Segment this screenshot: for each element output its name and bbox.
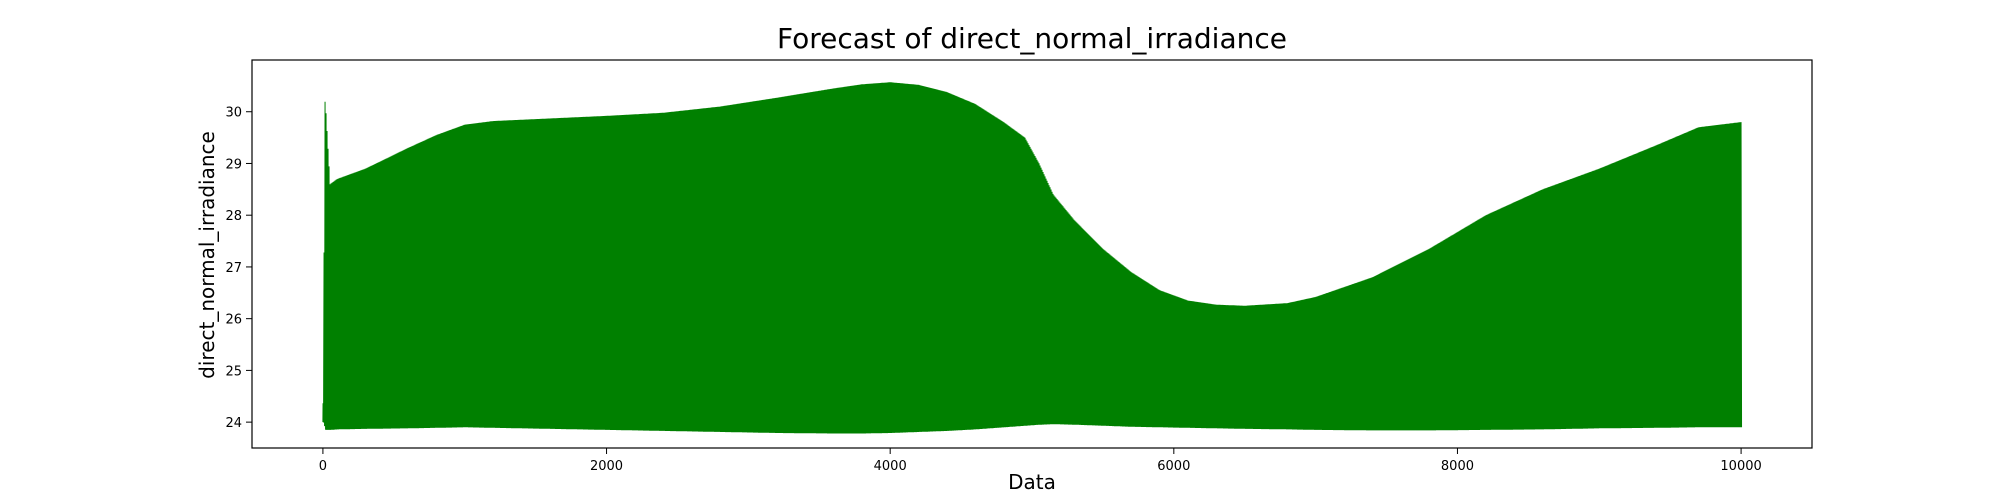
- series-path: [322, 82, 1743, 434]
- x-tick-label: 0: [319, 459, 327, 474]
- x-tick-label: 6000: [1157, 459, 1190, 474]
- x-tick-label: 10000: [1720, 459, 1761, 474]
- y-tick-label: 26: [225, 313, 242, 328]
- y-axis-label: direct_normal_irradiance: [195, 131, 219, 379]
- x-tick-label: 8000: [1441, 459, 1474, 474]
- y-tick-label: 30: [225, 106, 242, 121]
- x-axis-label: Data: [1008, 470, 1056, 494]
- series-dense-band: [324, 360, 1742, 412]
- y-tick-label: 27: [225, 261, 242, 276]
- y-tick-label: 24: [225, 416, 242, 431]
- axes-frame: [251, 59, 1813, 449]
- x-tick-label: 2000: [590, 459, 623, 474]
- series-line: [322, 82, 1743, 434]
- chart-title: Forecast of direct_normal_irradiance: [777, 22, 1287, 55]
- y-tick-label: 29: [225, 157, 242, 172]
- y-tick-label: 25: [225, 364, 242, 379]
- y-tick-label: 28: [225, 209, 242, 224]
- x-tick-label: 4000: [874, 459, 907, 474]
